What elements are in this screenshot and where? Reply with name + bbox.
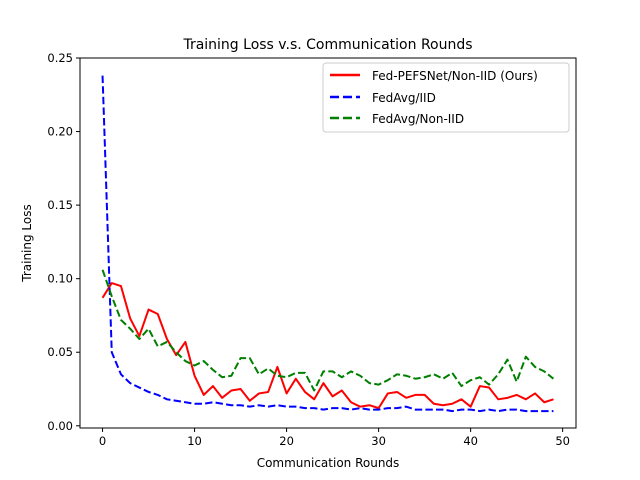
y-tick-label: 0.15 — [47, 198, 73, 212]
x-axis-label: Communication Rounds — [257, 456, 400, 470]
legend: Fed-PEFSNet/Non-IID (Ours) FedAvg/IID Fe… — [322, 62, 570, 133]
legend-label-fedavg-noniid: FedAvg/Non-IID — [372, 112, 464, 126]
y-tick-label: 0.00 — [47, 419, 73, 433]
fedavg-iid-line — [101, 75, 554, 413]
chart-title: Training Loss v.s. Communication Rounds — [182, 37, 472, 53]
legend-label-fedavg-iid: FedAvg/IID — [372, 91, 436, 105]
x-tick-label: 10 — [187, 434, 202, 448]
x-tick-label: 30 — [371, 434, 386, 448]
legend-label-fed-pefsnet: Fed-PEFSNet/Non-IID (Ours) — [372, 69, 538, 83]
plot-frame — [79, 57, 577, 429]
x-tick-label: 40 — [463, 434, 478, 448]
y-tick-label: 0.25 — [47, 51, 73, 65]
x-axis-ticks: 0 10 20 30 40 50 — [99, 428, 570, 448]
legend-box — [322, 62, 570, 133]
y-tick-label: 0.10 — [47, 272, 73, 286]
y-tick-label: 0.20 — [47, 125, 73, 139]
y-axis-ticks: 0.00 0.05 0.10 0.15 0.20 0.25 — [47, 51, 80, 433]
series-layer — [101, 75, 555, 413]
fedavg-noniid-line — [101, 269, 555, 392]
x-tick-label: 20 — [279, 434, 294, 448]
x-tick-label: 50 — [555, 434, 570, 448]
y-axis-label: Training Loss — [20, 204, 34, 282]
x-tick-label: 0 — [99, 434, 106, 448]
y-tick-label: 0.05 — [47, 345, 73, 359]
